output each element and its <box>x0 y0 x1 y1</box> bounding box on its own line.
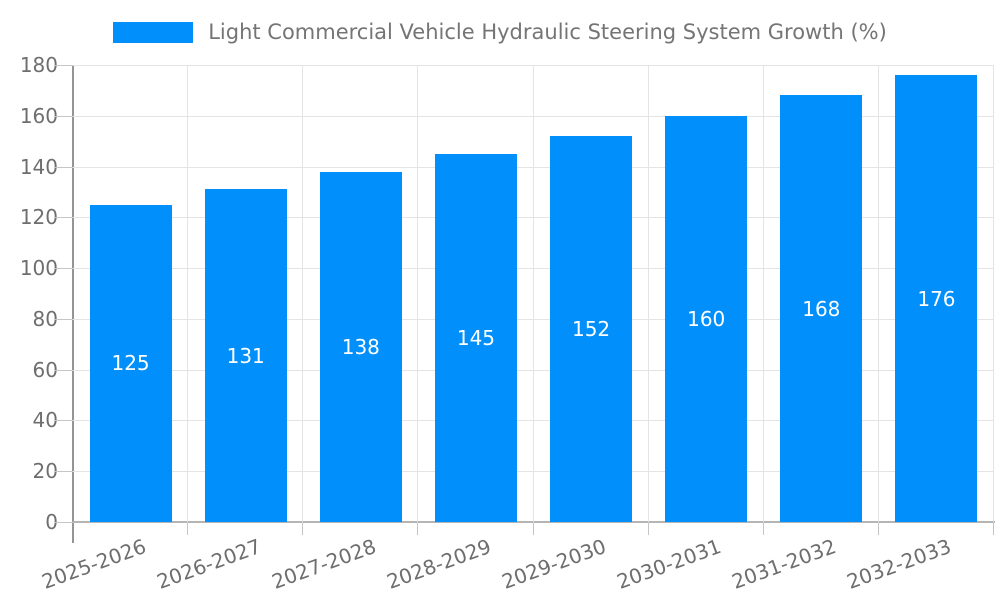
x-tick-label: 2025-2026 <box>38 534 149 594</box>
x-tick <box>878 522 879 535</box>
y-tick-label: 180 <box>19 53 58 77</box>
bar-value-label: 160 <box>687 306 726 331</box>
v-gridline <box>763 65 764 522</box>
y-tick <box>54 369 73 371</box>
x-tick-label: 2028-2029 <box>383 534 495 594</box>
y-axis-line <box>72 65 74 543</box>
x-tick <box>763 522 764 535</box>
plot-area: 125 131 138 145 152 160 168 176 <box>73 65 994 522</box>
bar: 145 <box>434 153 517 522</box>
x-tick <box>648 522 649 535</box>
bar: 168 <box>780 95 863 522</box>
v-gridline <box>417 65 418 522</box>
y-tick-label: 100 <box>19 256 58 281</box>
v-gridline <box>878 65 879 522</box>
y-tick <box>54 522 73 523</box>
y-tick-label: 160 <box>19 103 58 128</box>
y-tick-label: 60 <box>32 357 58 382</box>
x-tick-label: 2027-2028 <box>268 534 380 594</box>
legend-item[interactable]: Light Commercial Vehicle Hydraulic Steer… <box>0 18 1000 46</box>
x-tick <box>417 522 418 535</box>
y-tick-label: 120 <box>19 205 58 230</box>
bar-value-label: 168 <box>802 296 841 321</box>
v-gridline <box>648 65 649 522</box>
bar: 176 <box>895 75 978 522</box>
x-tick <box>533 522 534 535</box>
bar-value-label: 145 <box>456 325 496 350</box>
bar: 125 <box>89 204 172 522</box>
bar-value-label: 176 <box>917 286 956 311</box>
y-tick <box>54 471 73 473</box>
legend-swatch-icon <box>113 21 194 43</box>
y-tick <box>54 318 73 320</box>
bar: 138 <box>319 171 402 522</box>
y-tick <box>54 65 73 66</box>
y-tick-label: 0 <box>45 510 58 534</box>
x-tick-label: 2031-2032 <box>728 534 840 594</box>
v-gridline <box>302 65 303 522</box>
y-tick <box>54 268 73 270</box>
x-tick-label: 2029-2030 <box>498 534 610 594</box>
x-tick <box>302 522 303 535</box>
legend-label: Light Commercial Vehicle Hydraulic Steer… <box>208 20 887 44</box>
y-tick-label: 80 <box>32 306 58 331</box>
bar: 131 <box>204 189 287 522</box>
y-tick <box>54 420 73 422</box>
x-tick <box>187 522 188 535</box>
bar: 152 <box>550 136 633 522</box>
x-tick-label: 2032-2033 <box>843 534 955 594</box>
y-tick <box>54 217 73 219</box>
x-axis-line <box>73 521 995 523</box>
x-tick-label: 2030-2031 <box>613 534 725 594</box>
bar-value-label: 125 <box>111 351 150 376</box>
y-tick-label: 20 <box>32 459 58 484</box>
bar-value-label: 131 <box>226 343 265 368</box>
v-gridline <box>533 65 534 522</box>
v-gridline <box>187 65 188 522</box>
y-tick-label: 40 <box>32 408 58 433</box>
x-tick <box>993 522 994 535</box>
bar: 160 <box>665 115 748 522</box>
y-tick <box>54 166 73 168</box>
bar-value-label: 138 <box>341 334 380 359</box>
v-gridline <box>993 65 994 522</box>
y-tick-label: 140 <box>19 154 58 179</box>
x-tick-label: 2026-2027 <box>153 534 264 594</box>
y-tick <box>54 115 73 117</box>
bar-value-label: 152 <box>571 317 611 342</box>
